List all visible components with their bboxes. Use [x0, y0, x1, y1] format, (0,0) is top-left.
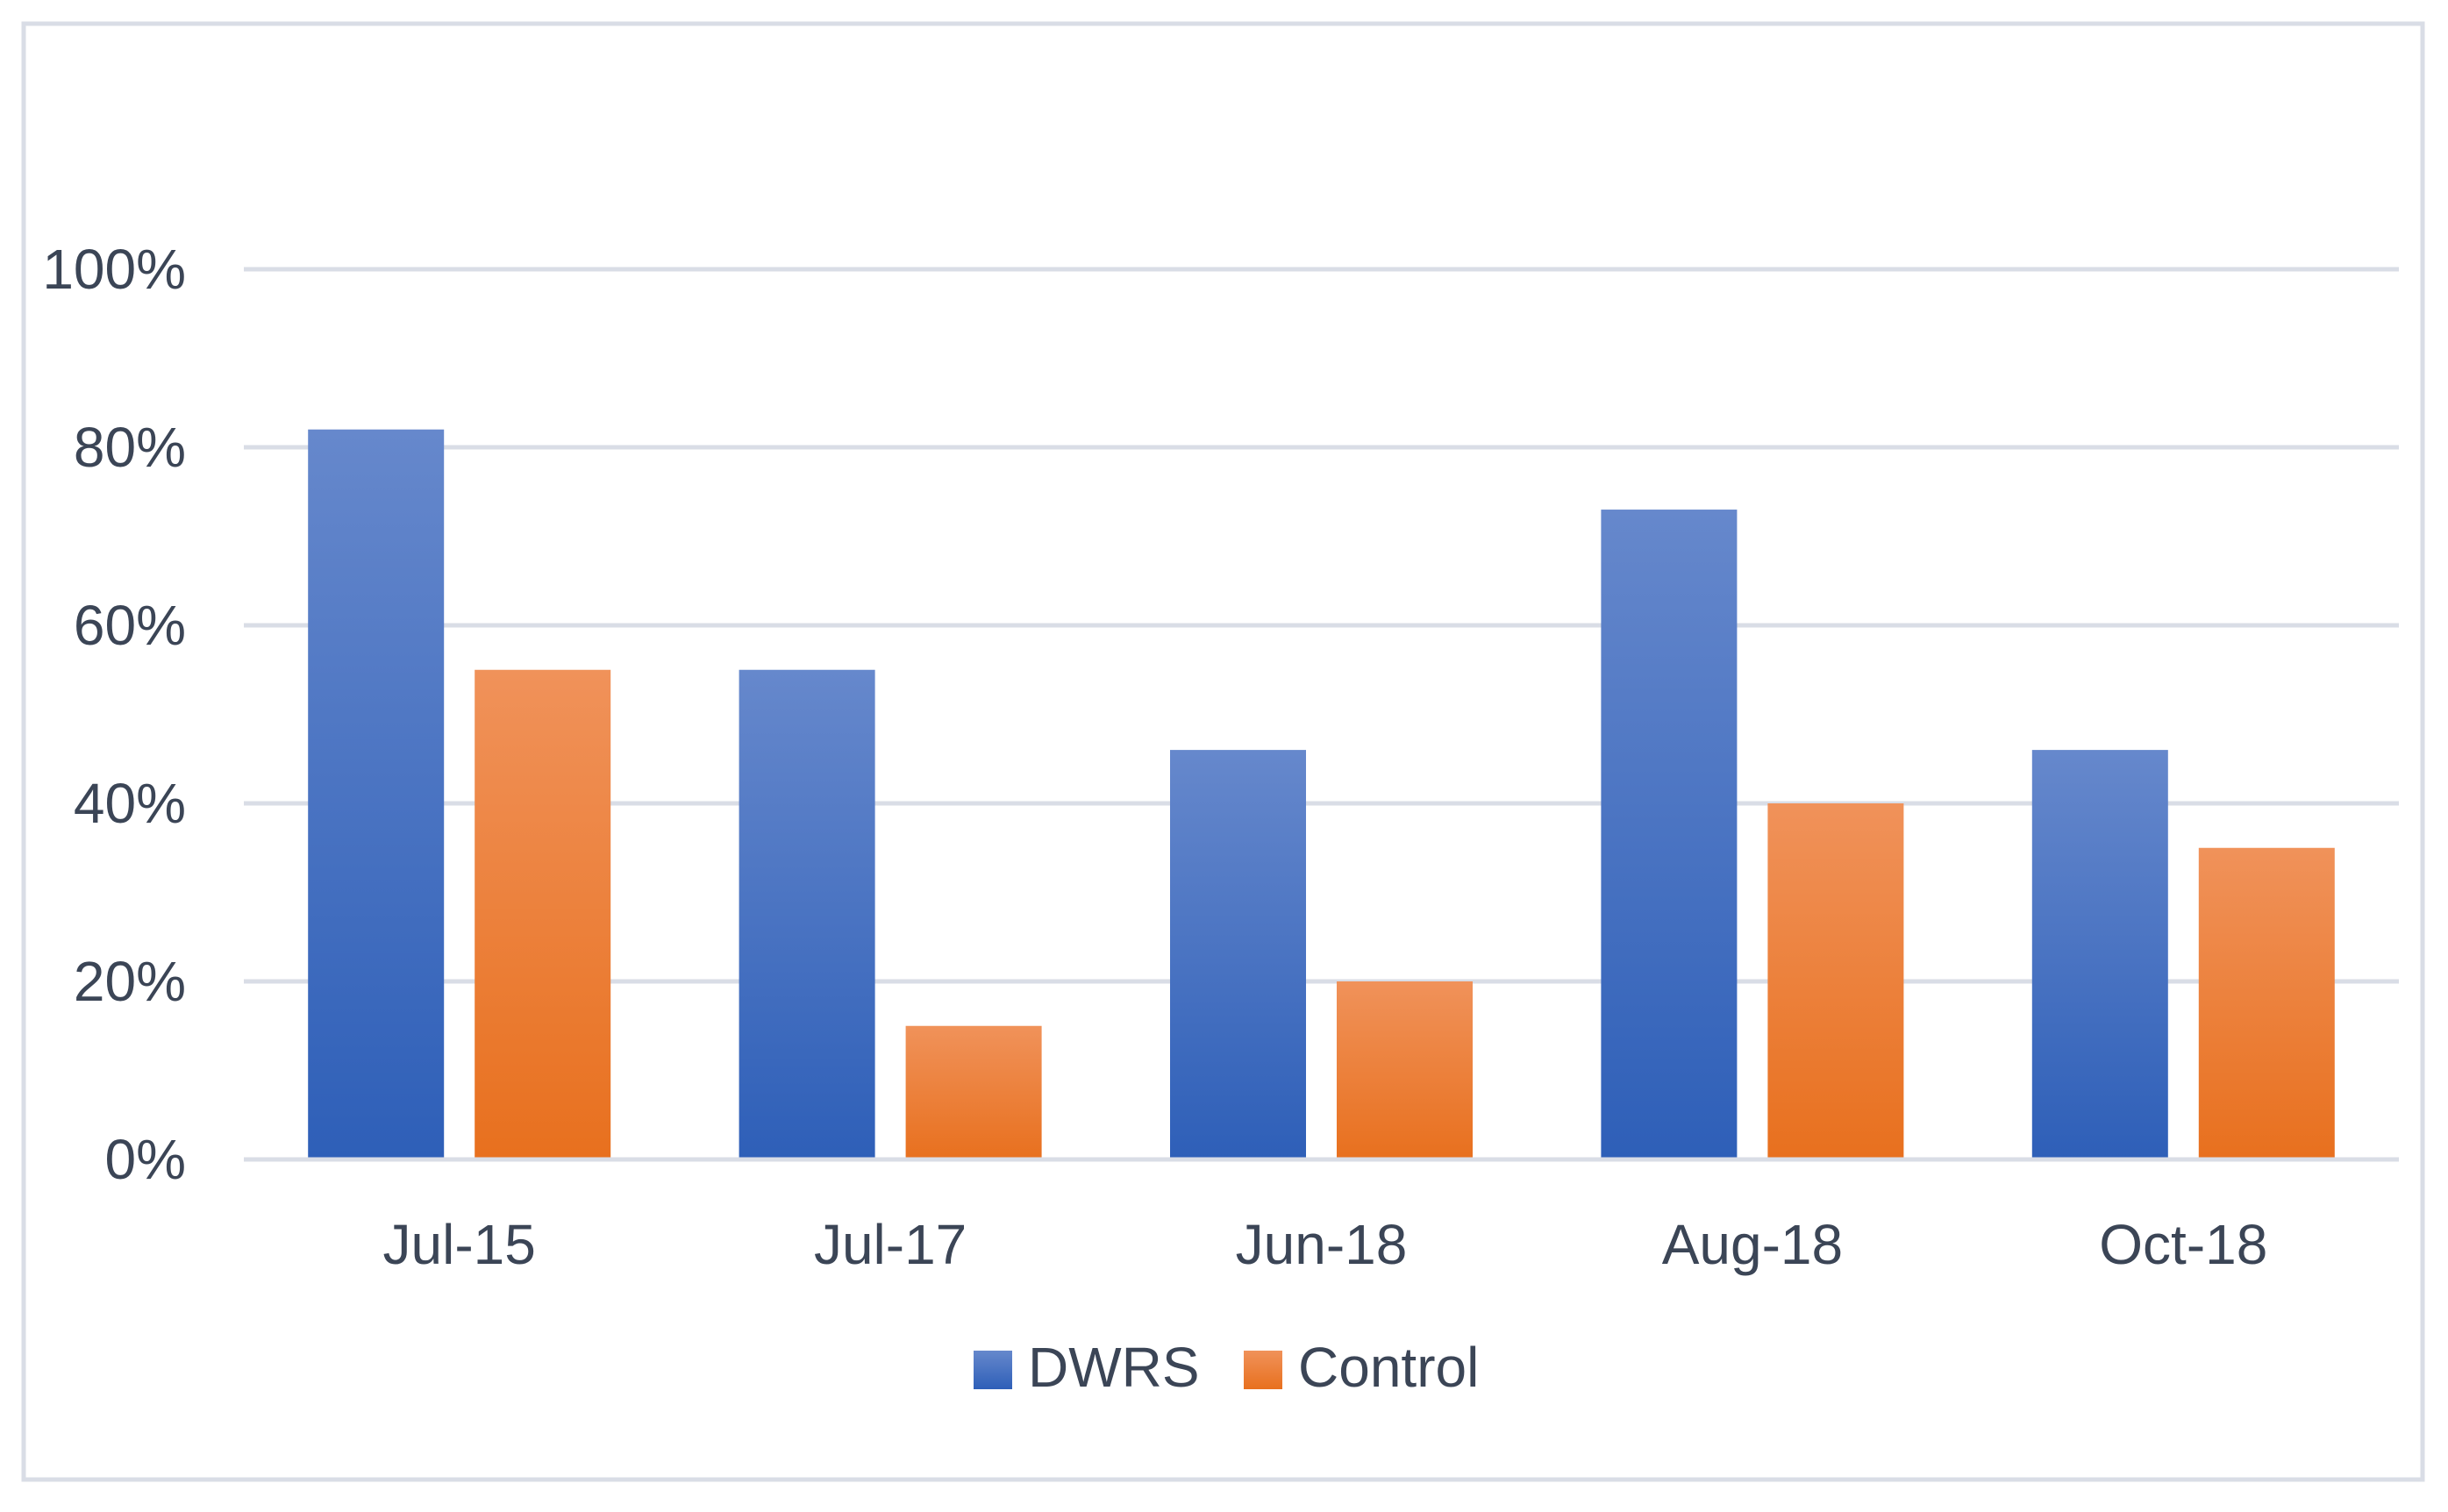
bars [244, 429, 2399, 1162]
y-tick-label: 20% [74, 950, 186, 1013]
x-tick-label: Jul-17 [814, 1213, 967, 1276]
bar-dwrs-oct-18 [2031, 750, 2168, 1159]
x-tick-label: Jun-18 [1236, 1213, 1408, 1276]
y-tick-label: 80% [74, 416, 186, 479]
bar-dwrs-aug-18 [1601, 510, 1738, 1159]
y-tick-label: 40% [74, 772, 186, 835]
legend-label-control: Control [1298, 1336, 1479, 1399]
y-tick-label: 0% [105, 1128, 187, 1191]
y-tick-label: 100% [42, 238, 186, 301]
bar-control-aug-18 [1767, 803, 1904, 1159]
legend-item-dwrs[interactable]: DWRS [974, 1336, 1200, 1399]
x-axis-ticks: Jul-15 Jul-17 Jun-18 Aug-18 Oct-18 [383, 1213, 2268, 1276]
x-tick-label: Oct-18 [2099, 1213, 2267, 1276]
bar-control-jul-15 [475, 669, 611, 1159]
legend-swatch-control [1244, 1351, 1282, 1389]
x-tick-label: Jul-15 [383, 1213, 536, 1276]
legend-label-dwrs: DWRS [1028, 1336, 1200, 1399]
bar-control-jun-18 [1337, 981, 1473, 1159]
bar-dwrs-jul-15 [308, 429, 445, 1159]
y-axis-ticks: 0% 20% 40% 60% 80% 100% [42, 238, 186, 1191]
bar-control-oct-18 [2198, 847, 2335, 1159]
x-tick-label: Aug-18 [1662, 1213, 1843, 1276]
bar-dwrs-jun-18 [1170, 750, 1306, 1159]
bar-dwrs-jul-17 [739, 669, 875, 1159]
y-tick-label: 60% [74, 594, 186, 657]
legend-item-control[interactable]: Control [1244, 1336, 1479, 1399]
legend: DWRS Control [974, 1336, 1479, 1399]
bar-control-jul-17 [905, 1025, 1042, 1159]
legend-swatch-dwrs [974, 1351, 1012, 1389]
